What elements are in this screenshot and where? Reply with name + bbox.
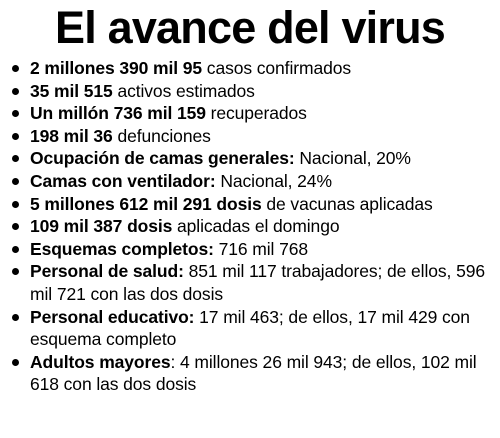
list-item-general-beds: Ocupación de camas generales: Nacional, …	[8, 147, 492, 170]
stat-label: 17 mil 463; de ellos, 17 mil 429 con esq…	[30, 306, 470, 350]
stat-value: 5 millones 612 mil 291 dosis	[30, 193, 262, 214]
list-item-complete-schemes: Esquemas completos: 716 mil 768	[8, 238, 492, 261]
stat-value: 2 millones 390 mil 95	[30, 58, 203, 78]
list-item-recovered: Un millón 736 mil 159 recuperados	[8, 102, 492, 125]
list-item-ventilator-beds: Camas con ventilador: Nacional, 24%	[8, 170, 492, 193]
list-item-active-cases: 35 mil 515 activos estimados	[8, 80, 492, 103]
stat-label: activos estimados	[112, 80, 255, 101]
stat-value: 198 mil 36	[30, 125, 113, 146]
stat-label: de vacunas aplicadas	[261, 193, 433, 214]
stat-value: 35 mil 515	[30, 80, 113, 101]
list-item-older-adults: Adultos mayores: 4 millones 26 mil 943; …	[8, 351, 492, 396]
stat-value: Personal educativo:	[30, 306, 195, 327]
stat-value: Un millón 736 mil 159	[30, 103, 206, 124]
stat-value: Esquemas completos:	[30, 238, 214, 259]
list-item-vaccine-doses: 5 millones 612 mil 291 dosis de vacunas …	[8, 193, 492, 216]
stat-label: defunciones	[112, 125, 211, 146]
stats-list: 2 millones 390 mil 95 casos confirmados …	[8, 57, 492, 396]
list-item-deaths: 198 mil 36 defunciones	[8, 125, 492, 148]
stat-label: aplicadas el domingo	[172, 216, 340, 237]
stat-label: Nacional, 20%	[294, 148, 411, 169]
stat-label: casos confirmados	[202, 58, 351, 78]
stat-label: 851 mil 117 trabajadores; de ellos, 596 …	[30, 261, 485, 304]
list-item-confirmed-cases: 2 millones 390 mil 95 casos confirmados	[8, 57, 492, 80]
list-item-health-personnel: Personal de salud: 851 mil 117 trabajado…	[8, 260, 492, 305]
stat-label: Nacional, 24%	[215, 170, 332, 191]
stat-value: Camas con ventilador:	[30, 170, 216, 191]
stat-label: 716 mil 768	[213, 238, 308, 259]
stat-label: recuperados	[205, 103, 307, 124]
stat-value: 109 mil 387 dosis	[30, 216, 173, 237]
stat-value: Adultos mayores	[30, 351, 171, 372]
stat-value: Ocupación de camas generales:	[30, 148, 295, 169]
stat-label: : 4 millones 26 mil 943; de ellos, 102 m…	[30, 351, 477, 395]
stat-value: Personal de salud:	[30, 261, 184, 282]
list-item-sunday-doses: 109 mil 387 dosis aplicadas el domingo	[8, 215, 492, 238]
page-title: El avance del virus	[54, 2, 446, 53]
list-item-education-personnel: Personal educativo: 17 mil 463; de ellos…	[8, 306, 492, 351]
